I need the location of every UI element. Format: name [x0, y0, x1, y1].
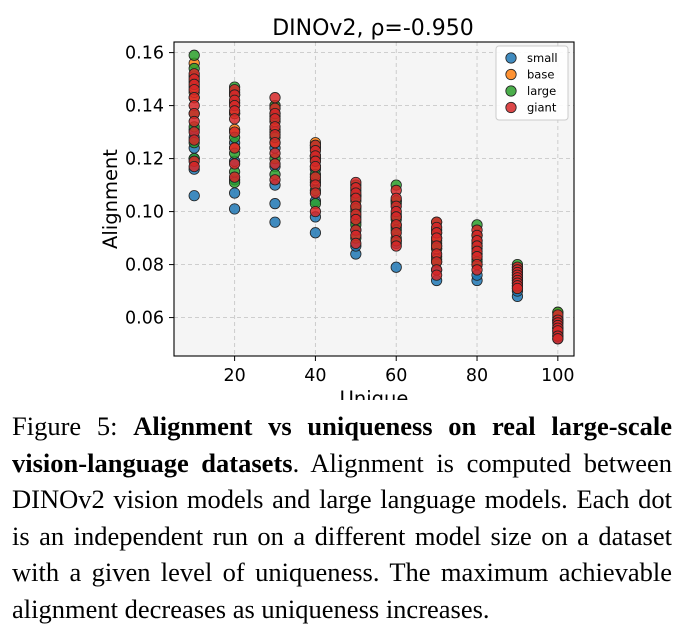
point-giant-22 — [269, 92, 281, 104]
point-giant-17 — [229, 113, 241, 125]
caption-body: . Alignment is computed between DINOv2 v… — [12, 447, 672, 624]
axes: 20 40 60 80 100 0.06 0.08 0.10 0.12 0.14 0.16 — [125, 44, 575, 386]
x-tick-label: 40 — [304, 366, 326, 386]
y-tick-label: 0.06 — [125, 309, 164, 329]
point-small-13 — [269, 198, 281, 210]
x-tick-label: 20 — [223, 366, 245, 386]
point-small-7 — [229, 187, 241, 199]
point-giant-20 — [229, 158, 241, 170]
chart-title: DINOv2, ρ=-0.950 — [272, 16, 474, 41]
point-giant-29 — [269, 147, 281, 159]
point-giant-40 — [309, 205, 322, 218]
legend-marker-large — [505, 85, 517, 97]
legend: small base large giant — [495, 45, 569, 121]
point-small-18 — [309, 227, 322, 239]
point-giant-47 — [350, 213, 362, 226]
point-giant-28 — [269, 137, 281, 149]
caption-label: Figure 5: — [12, 411, 118, 441]
point-giant-68 — [431, 269, 443, 281]
legend-label-small: small — [527, 51, 558, 65]
point-giant-50 — [350, 237, 362, 249]
legend-label-giant: giant — [527, 101, 557, 115]
y-tick-label: 0.08 — [125, 256, 164, 276]
point-giant-39 — [309, 187, 322, 199]
x-tick-label: 100 — [541, 366, 574, 386]
point-giant-7 — [188, 115, 200, 128]
legend-marker-small — [505, 52, 517, 64]
y-tick-label: 0.16 — [125, 44, 164, 64]
point-giant-21 — [229, 171, 241, 183]
point-giant-36 — [309, 160, 322, 173]
scatter-chart: DINOv2, ρ=-0.950 20 40 60 80 100 0.06 0.08 0.10… — [99, 16, 575, 400]
point-giant-19 — [229, 142, 241, 154]
figure-caption: Figure 5: Alignment vs uniqueness on rea… — [12, 408, 672, 627]
legend-marker-base — [505, 68, 517, 81]
y-tick-label: 0.10 — [125, 203, 164, 223]
data-points — [188, 49, 564, 345]
legend-label-base: base — [527, 68, 554, 82]
x-tick-label: 80 — [466, 366, 488, 386]
point-small-6 — [229, 203, 241, 215]
point-giant-76 — [471, 264, 483, 276]
point-small-0 — [188, 190, 200, 202]
x-axis-label: Unique — [340, 387, 409, 400]
point-giant-93 — [552, 333, 564, 345]
point-large-0 — [188, 49, 200, 61]
legend-box — [495, 45, 569, 121]
point-giant-9 — [188, 134, 200, 146]
legend-marker-giant — [505, 101, 517, 114]
point-small-30 — [390, 261, 402, 273]
point-giant-85 — [511, 282, 524, 295]
plot-frame — [173, 41, 575, 357]
y-tick-label: 0.14 — [125, 97, 164, 117]
point-giant-30 — [269, 158, 281, 170]
point-giant-59 — [390, 240, 402, 252]
point-giant-11 — [188, 160, 200, 173]
point-small-12 — [269, 216, 281, 228]
x-tick-label: 60 — [385, 366, 407, 386]
point-giant-31 — [269, 174, 281, 186]
caption-bold-title: Alignment vs uniqueness on real large-sc… — [12, 411, 672, 478]
y-tick-label: 0.12 — [125, 150, 164, 170]
point-giant-18 — [229, 126, 241, 138]
legend-label-large: large — [527, 84, 556, 98]
y-axis-label: Alignment — [99, 149, 122, 249]
